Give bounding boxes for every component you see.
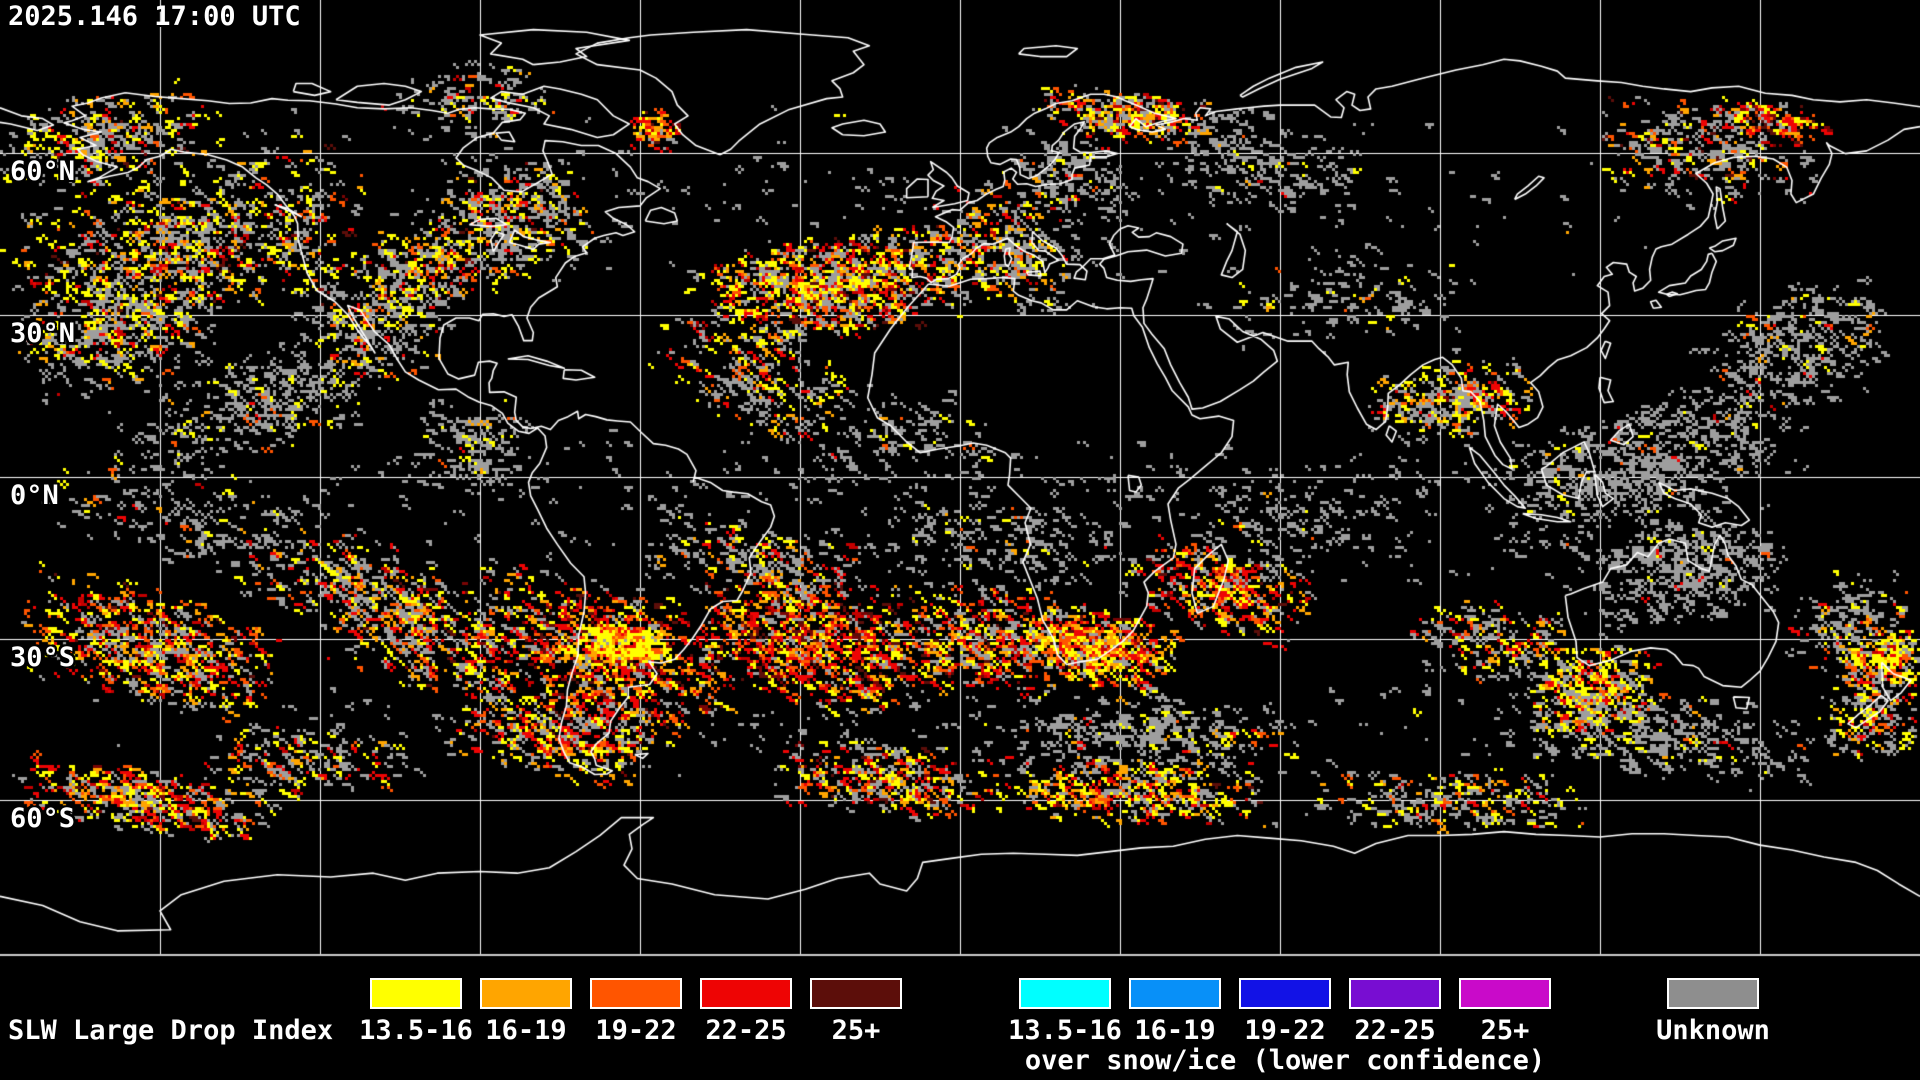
- legend-swatch-snow-4: [1459, 978, 1551, 1009]
- legend-swatch-slw-3: [700, 978, 792, 1009]
- legend-swatch-slw-0: [370, 978, 462, 1009]
- legend-swatch-snow-1: [1129, 978, 1221, 1009]
- legend-label-snow-3: 22-25: [1354, 1015, 1436, 1046]
- legend-swatch-snow-3: [1349, 978, 1441, 1009]
- legend-label-slw-3: 22-25: [705, 1015, 787, 1046]
- latitude-label-4: 60°S: [10, 803, 76, 834]
- legend-swatch-snow-2: [1239, 978, 1331, 1009]
- legend-label-slw-1: 16-19: [485, 1015, 567, 1046]
- legend-snow-note: over snow/ice (lower confidence): [1024, 1045, 1546, 1076]
- legend-label-snow-1: 16-19: [1134, 1015, 1216, 1046]
- legend-unknown-swatch: [1667, 978, 1759, 1009]
- legend-swatch-slw-1: [480, 978, 572, 1009]
- legend-label-snow-2: 19-22: [1244, 1015, 1326, 1046]
- legend-unknown-label: Unknown: [1656, 1015, 1770, 1046]
- latitude-label-1: 30°N: [10, 318, 76, 349]
- legend-swatch-slw-2: [590, 978, 682, 1009]
- world-map-canvas: [0, 0, 1920, 958]
- legend-label-slw-2: 19-22: [595, 1015, 677, 1046]
- legend-title: SLW Large Drop Index: [8, 1015, 334, 1046]
- legend-swatch-slw-4: [810, 978, 902, 1009]
- latitude-label-3: 30°S: [10, 642, 76, 673]
- legend-label-snow-4: 25+: [1480, 1015, 1530, 1046]
- latitude-label-0: 60°N: [10, 156, 76, 187]
- legend-label-snow-0: 13.5-16: [1008, 1015, 1122, 1046]
- timestamp: 2025.146 17:00 UTC: [8, 1, 301, 32]
- latitude-label-2: 0°N: [10, 480, 59, 511]
- legend-label-slw-4: 25+: [831, 1015, 881, 1046]
- legend-swatch-snow-0: [1019, 978, 1111, 1009]
- legend-label-slw-0: 13.5-16: [359, 1015, 473, 1046]
